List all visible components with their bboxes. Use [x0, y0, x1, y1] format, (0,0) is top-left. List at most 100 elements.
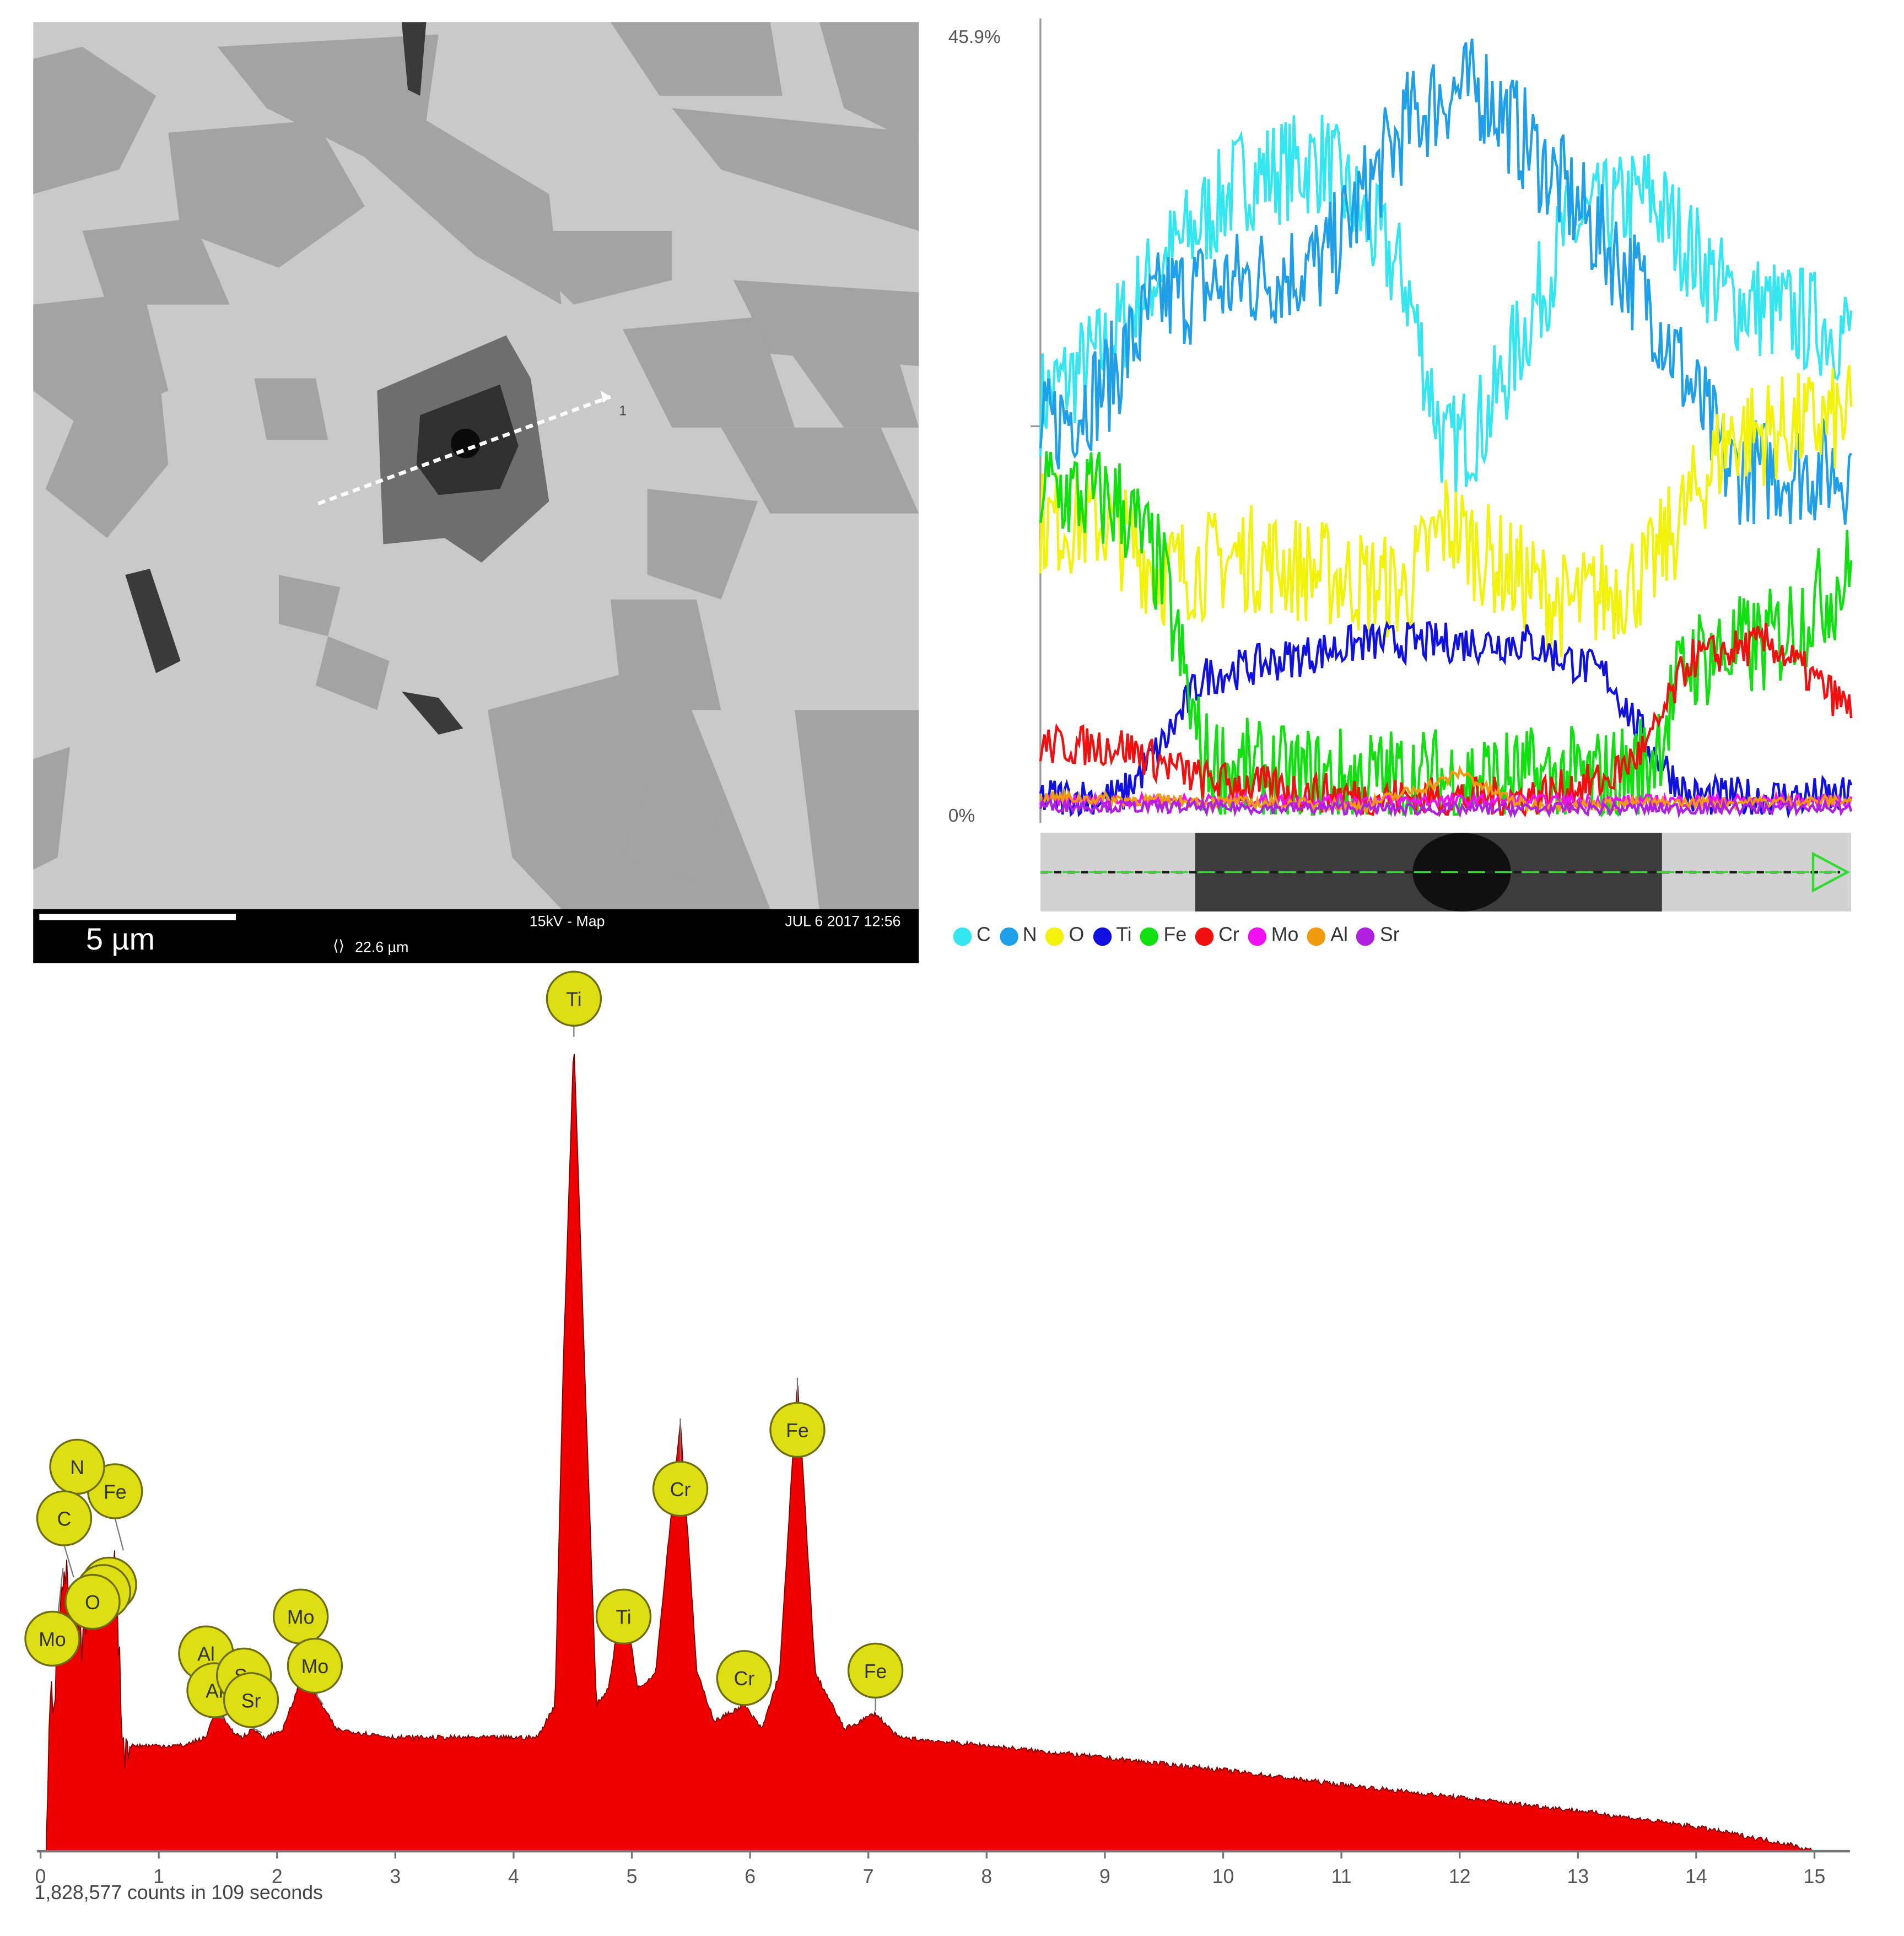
peak-label-marker — [24, 1610, 80, 1667]
peak-label-marker — [223, 1672, 279, 1728]
linescan-legend: C N O Ti Fe Cr Mo Al Sr — [953, 919, 1408, 953]
linescan-plot — [1031, 18, 1853, 912]
eds-spectrum-plot: 0 1 2 3 4 5 6 7 8 9 10 11 12 13 14 15 TiTiCrCrFeFeFeNCO… — [24, 970, 1850, 1888]
spectrum-x-ticks: 0 1 2 3 4 5 6 7 8 9 10 11 12 13 14 15 — [35, 1851, 1826, 1888]
legend-item-fe: Fe — [1140, 925, 1186, 947]
legend-item-cr: Cr — [1195, 925, 1239, 947]
field-width-label: 22.6 µm — [355, 938, 409, 956]
legend-label: N — [1022, 925, 1037, 946]
peak-label-cr: Cr — [734, 1668, 755, 1690]
spectrum-tick-label: 10 — [1212, 1865, 1234, 1888]
spectrum-tick-label: 1 — [153, 1865, 164, 1888]
spectrum-tick-label: 15 — [1804, 1865, 1826, 1888]
field-width-icon: ⟨⟩ — [333, 937, 344, 954]
spectrum-tick-label: 9 — [1099, 1865, 1110, 1888]
spectrum-tick-label: 13 — [1567, 1865, 1589, 1888]
legend-label: Fe — [1163, 925, 1187, 946]
linescan-series-c — [1039, 115, 1853, 497]
timestamp-label: JUL 6 2017 12:56 — [785, 913, 901, 930]
peak-label-marker — [847, 1642, 904, 1699]
legend-item-sr: Sr — [1356, 925, 1400, 947]
voltage-mode-label: 15kV - Map — [529, 913, 605, 930]
peak-label-mo: Mo — [301, 1655, 329, 1678]
legend-label: Cr — [1218, 925, 1239, 946]
peak-label-c: C — [57, 1508, 72, 1530]
linescan-series-n — [1039, 38, 1853, 525]
legend-swatch — [1307, 926, 1326, 946]
legend-swatch — [1356, 926, 1376, 946]
spectrum-area — [46, 1053, 1815, 1852]
legend-item-n: N — [999, 925, 1037, 947]
sem-micrograph: 1 — [33, 22, 919, 909]
spectrum-tick-label: 2 — [272, 1865, 283, 1888]
peak-label-mo: Mo — [287, 1606, 315, 1628]
sem-particle-core — [451, 428, 481, 459]
peak-label-al: Al — [197, 1643, 215, 1665]
linescan-y-max-label: 45.9% — [948, 27, 1001, 48]
peak-label-marker — [64, 1573, 121, 1630]
spectrum-tick-label: 5 — [627, 1865, 638, 1888]
spectrum-tick-label: 11 — [1331, 1865, 1352, 1888]
sem-info-bar: 5 µm 15kV - Map JUL 6 2017 12:56 ⟨⟩ 22.6… — [33, 909, 919, 963]
peak-label-ti: Ti — [616, 1606, 631, 1628]
spectrum-counts-label: 1,828,577 counts in 109 seconds — [34, 1883, 323, 1904]
spectrum-tick-label: 4 — [508, 1865, 519, 1888]
spectrum-area-group — [46, 1053, 1815, 1852]
peak-leader-line — [114, 1518, 124, 1551]
scan-line-end-arrow — [600, 390, 611, 403]
legend-item-al: Al — [1307, 925, 1348, 947]
peak-label-fe: Fe — [786, 1420, 809, 1442]
scalebar-line — [39, 914, 236, 920]
legend-swatch — [1248, 926, 1266, 946]
scan-line — [317, 395, 611, 506]
legend-item-mo: Mo — [1248, 925, 1298, 947]
sem-grey-phases — [33, 22, 919, 909]
peak-label-n: N — [70, 1457, 84, 1479]
spectrum-tick-label: 3 — [390, 1865, 401, 1888]
legend-item-c: C — [953, 925, 991, 947]
legend-label: C — [977, 925, 991, 946]
linescan-series-group — [1039, 38, 1853, 819]
peak-label-ti: Ti — [566, 989, 581, 1011]
peak-label-fe: Fe — [864, 1660, 887, 1682]
legend-label: O — [1069, 925, 1085, 946]
spectrum-tick-label: 0 — [35, 1865, 46, 1888]
peak-label-fe: Fe — [104, 1481, 127, 1503]
peak-leader-line — [314, 1692, 324, 1705]
legend-label: Ti — [1116, 925, 1132, 946]
linescan-series-cr — [1039, 623, 1853, 818]
linescan-series-sr — [1039, 796, 1853, 819]
legend-swatch — [953, 926, 972, 946]
peak-label-marker — [652, 1460, 709, 1517]
spectrum-tick-label: 8 — [981, 1865, 992, 1888]
peak-label-sr: Sr — [241, 1690, 261, 1712]
legend-swatch — [999, 926, 1018, 946]
legend-item-ti: Ti — [1092, 925, 1132, 947]
legend-swatch — [1195, 926, 1214, 946]
peak-label-marker — [716, 1650, 773, 1706]
peak-label-mo: Mo — [39, 1628, 66, 1651]
legend-item-o: O — [1045, 925, 1084, 947]
spectrum-tick-label: 6 — [745, 1865, 756, 1888]
peak-leader-line — [251, 1726, 262, 1733]
peak-leader-line — [63, 1545, 74, 1578]
linescan-series-ti — [1039, 620, 1853, 819]
peak-label-marker — [287, 1637, 343, 1694]
spectrum-tick-label: 12 — [1449, 1865, 1471, 1888]
scan-line-end-marker: 1 — [619, 403, 627, 418]
scalebar-label: 5 µm — [86, 922, 155, 957]
peak-label-marker — [769, 1401, 826, 1458]
sem-dark-particles — [125, 22, 463, 735]
legend-swatch — [1045, 926, 1064, 946]
peak-label-o: O — [85, 1592, 100, 1614]
legend-label: Mo — [1271, 925, 1299, 946]
peak-label-cr: Cr — [670, 1479, 691, 1501]
legend-label: Sr — [1379, 925, 1400, 946]
spectrum-tick-label: 7 — [863, 1865, 874, 1888]
linescan-strip-image — [1040, 833, 1852, 912]
spectrum-peak-labels: TiTiCrCrFeFeFeNCOMoMoMoAlAlSrSr — [24, 970, 904, 1733]
peak-label-marker — [595, 1588, 652, 1645]
legend-label: Al — [1330, 925, 1348, 946]
linescan-y-min-label: 0% — [948, 806, 975, 827]
